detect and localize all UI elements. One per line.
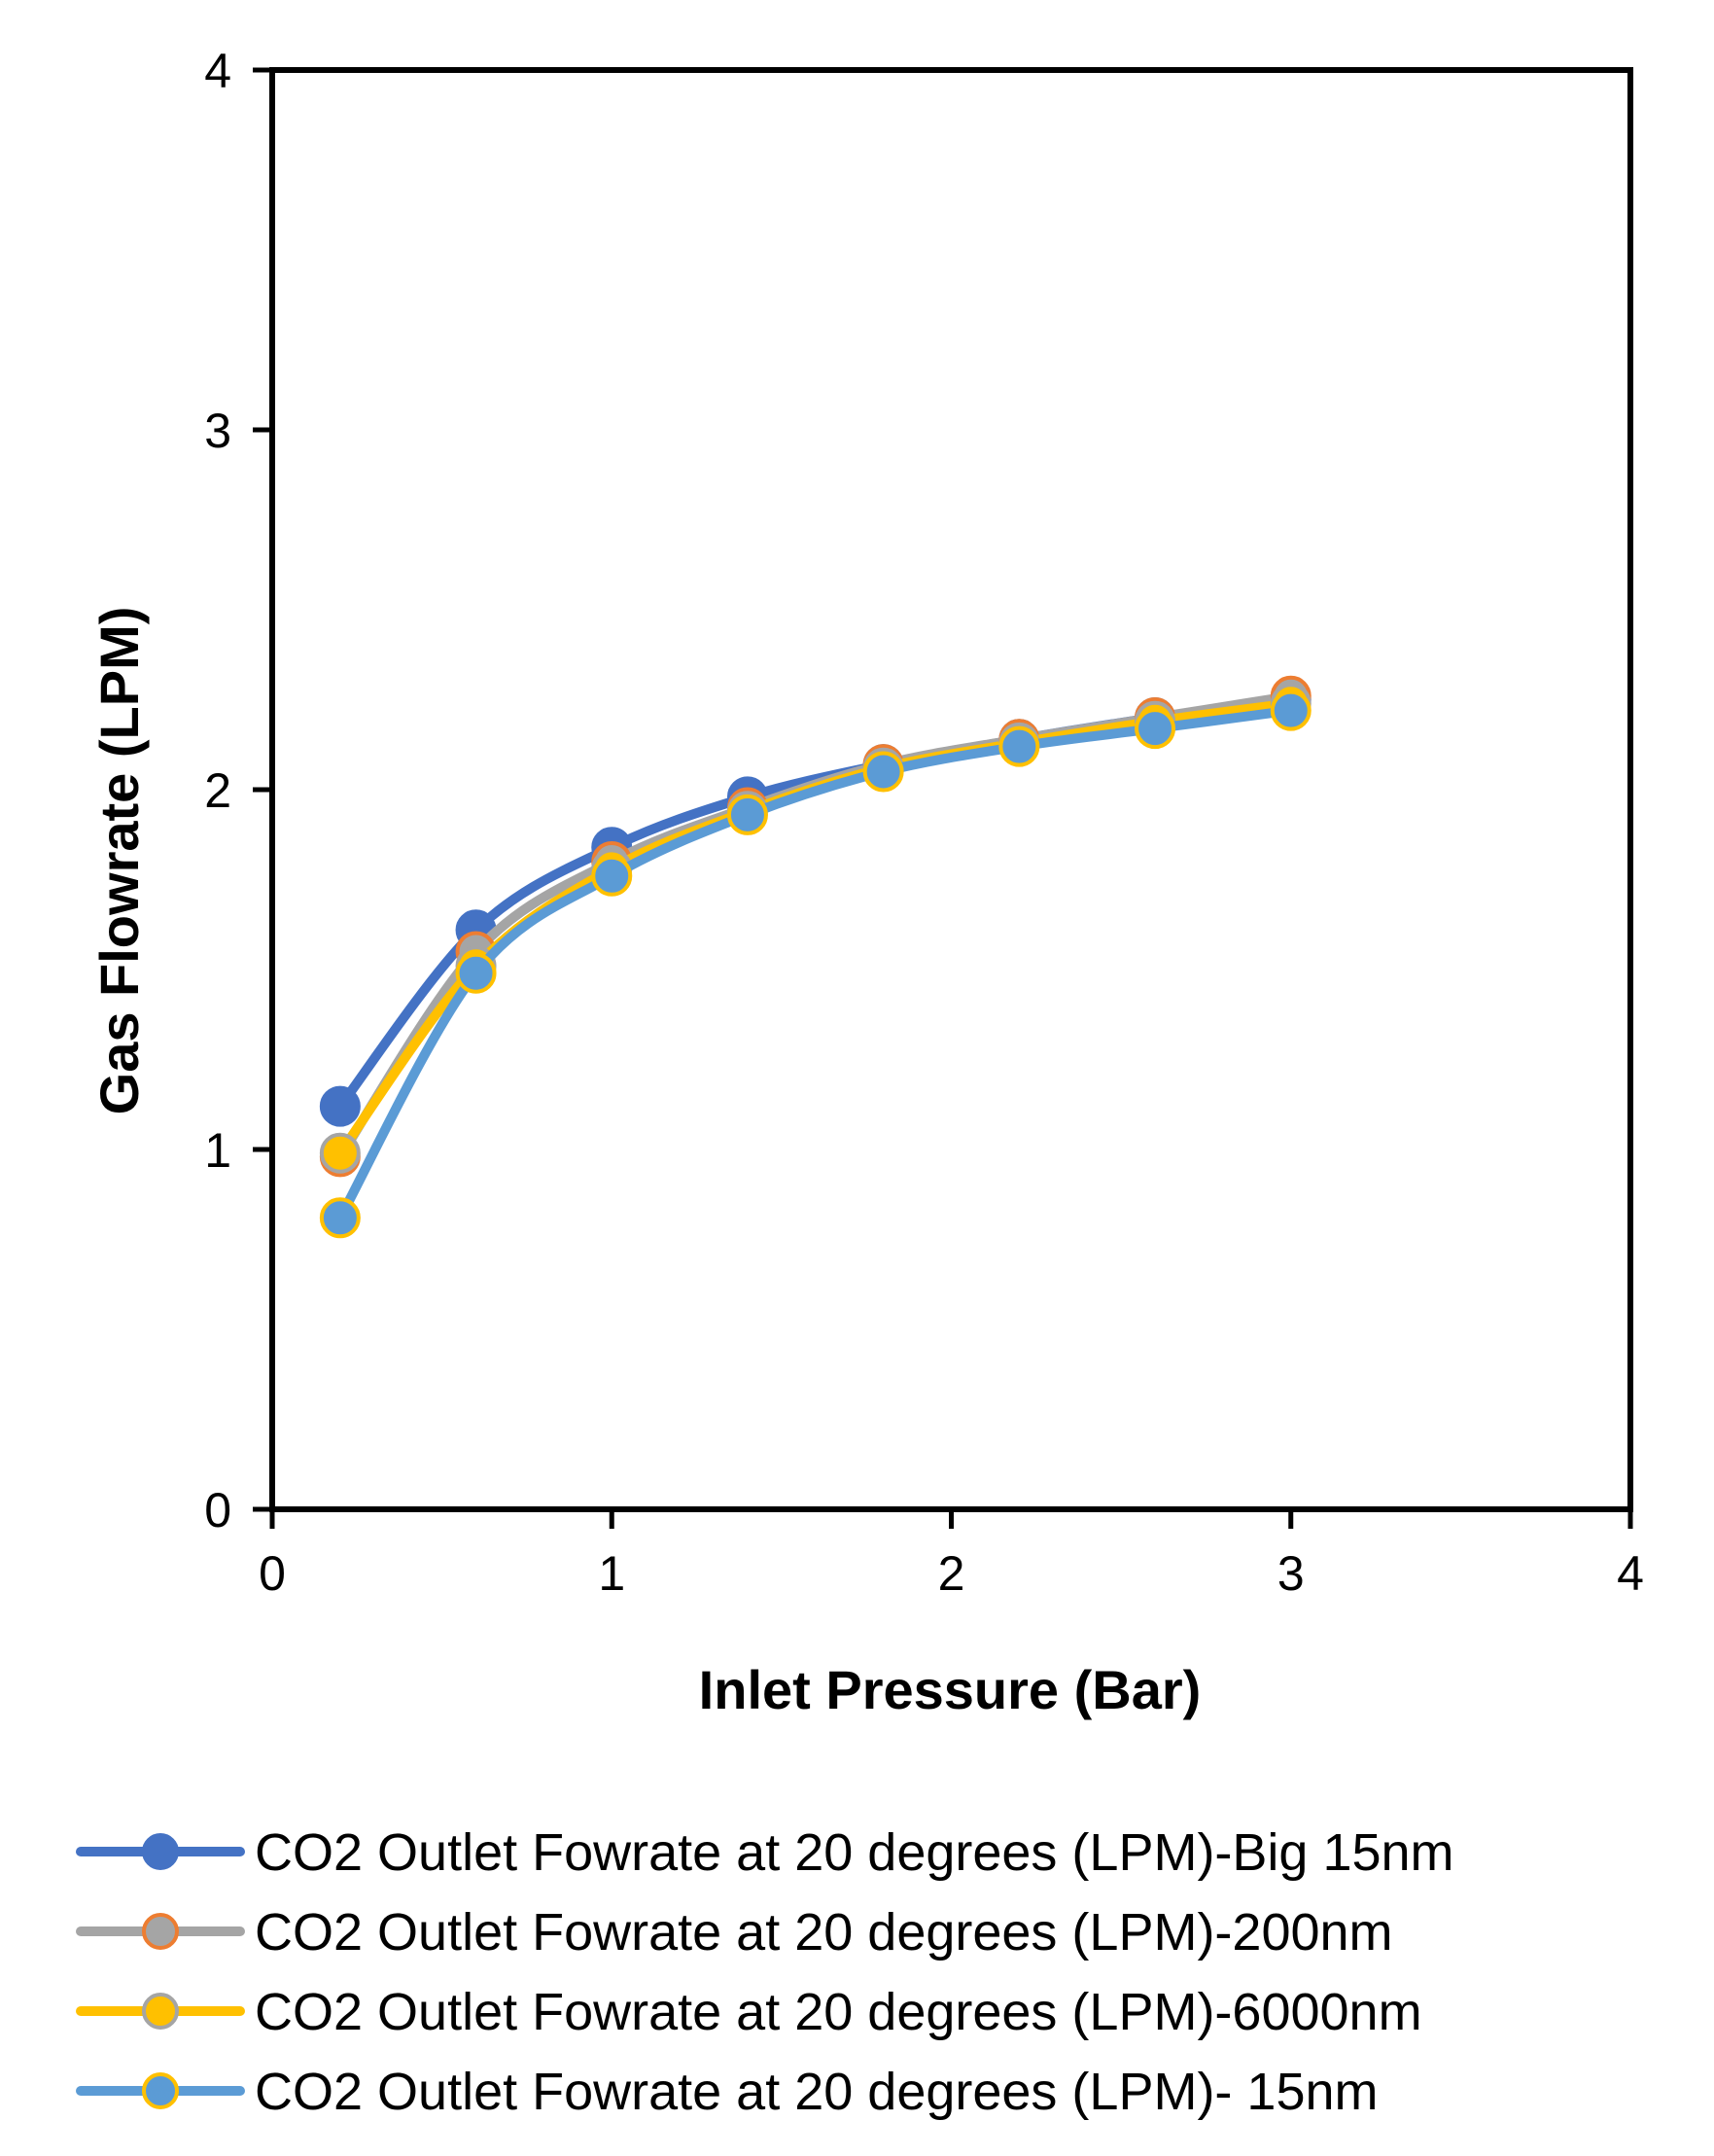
legend-item: CO2 Outlet Fowrate at 20 degrees (LPM)- … — [76, 2063, 1379, 2121]
legend-label: CO2 Outlet Fowrate at 20 degrees (LPM)-6… — [255, 1983, 1422, 2041]
data-point — [1270, 689, 1312, 731]
data-point — [319, 1197, 361, 1239]
x-axis-title: Inlet Pressure (Bar) — [699, 1659, 1202, 1720]
data-point — [998, 725, 1040, 767]
series-layer — [319, 675, 1312, 1239]
series-4 — [319, 689, 1312, 1239]
x-tick-label: 0 — [259, 1546, 286, 1601]
legend-label: CO2 Outlet Fowrate at 20 degrees (LPM)- … — [255, 2063, 1379, 2121]
y-tick-label: 0 — [204, 1483, 231, 1537]
x-tick-label: 4 — [1617, 1546, 1644, 1601]
y-tick-label: 4 — [204, 44, 231, 98]
y-tick-label: 1 — [204, 1123, 231, 1178]
plot-frame — [269, 67, 1633, 1512]
legend-item: CO2 Outlet Fowrate at 20 degrees (LPM)-B… — [76, 1823, 1454, 1882]
y-tick-label: 3 — [204, 404, 231, 458]
x-tick-label: 2 — [938, 1546, 965, 1601]
y-axis-title: Gas Flowrate (LPM) — [88, 607, 150, 1115]
x-tick-label: 1 — [598, 1546, 625, 1601]
data-point — [319, 1132, 361, 1174]
legend-marker-swatch — [142, 1993, 179, 2030]
plot-area — [269, 67, 1633, 1512]
data-point — [862, 751, 904, 793]
legend-item: CO2 Outlet Fowrate at 20 degrees (LPM)-6… — [76, 1983, 1422, 2041]
legend-label: CO2 Outlet Fowrate at 20 degrees (LPM)-B… — [255, 1823, 1454, 1882]
legend-marker-swatch — [142, 1833, 179, 1870]
data-point — [455, 952, 497, 994]
data-point — [319, 1085, 361, 1127]
legend-marker-swatch — [142, 1913, 179, 1950]
legend-item: CO2 Outlet Fowrate at 20 degrees (LPM)-2… — [76, 1903, 1393, 1962]
data-point — [1135, 708, 1176, 750]
legend-marker-swatch — [142, 2072, 179, 2109]
data-point — [591, 855, 633, 897]
ticks-layer: 0 1 2 3 4 0 1 2 3 4 — [204, 44, 1644, 1601]
x-tick-label: 3 — [1277, 1546, 1305, 1601]
data-point — [726, 794, 768, 835]
y-tick-label: 2 — [204, 763, 231, 818]
legend: CO2 Outlet Fowrate at 20 degrees (LPM)-B… — [76, 1823, 1454, 2121]
legend-label: CO2 Outlet Fowrate at 20 degrees (LPM)-2… — [255, 1903, 1393, 1962]
